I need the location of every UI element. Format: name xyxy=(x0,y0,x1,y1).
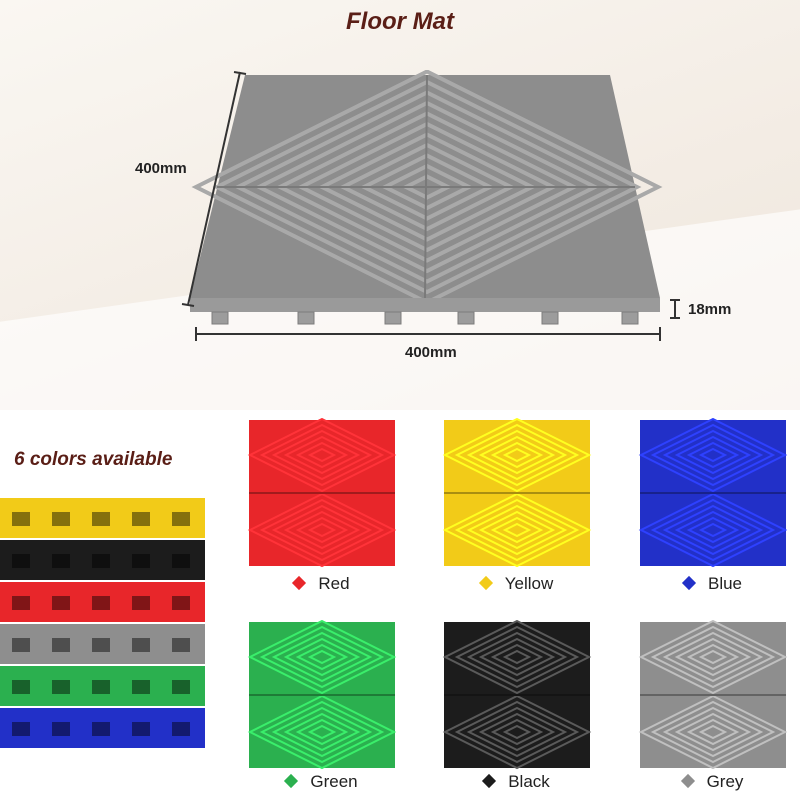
stack-notch xyxy=(92,722,110,736)
stack-notch xyxy=(12,638,30,652)
swatch-label-green: Green xyxy=(247,772,397,792)
swatch-label-grey: Grey xyxy=(638,772,788,792)
stack-notch xyxy=(12,722,30,736)
stack-notch xyxy=(172,512,190,526)
stack-notch xyxy=(12,512,30,526)
width-label: 400mm xyxy=(135,160,187,177)
color-name: Blue xyxy=(707,574,743,593)
diamond-icon xyxy=(478,575,493,591)
floor-mat-image xyxy=(190,70,663,325)
swatch-green xyxy=(247,620,397,770)
color-name: Green xyxy=(310,772,358,791)
color-name: Yellow xyxy=(504,574,554,593)
stack-notch xyxy=(52,680,70,694)
length-label: 400mm xyxy=(405,344,457,361)
stack-notch xyxy=(92,596,110,610)
swatch-red xyxy=(247,418,397,568)
stack-notch xyxy=(92,680,110,694)
swatch-grey xyxy=(638,620,788,770)
thickness-label: 18mm xyxy=(688,301,732,318)
page-title: Floor Mat xyxy=(346,8,454,35)
stack-notch xyxy=(92,638,110,652)
swatch-yellow xyxy=(442,418,592,568)
stack-notch xyxy=(172,722,190,736)
swatch-label-yellow: Yellow xyxy=(442,574,592,594)
stack-notch xyxy=(172,596,190,610)
stack-notch xyxy=(92,554,110,568)
stack-notch xyxy=(12,680,30,694)
stack-notch xyxy=(172,554,190,568)
stacked-mats-image xyxy=(0,498,205,748)
stack-notch xyxy=(12,554,30,568)
stack-notch xyxy=(172,680,190,694)
diamond-icon xyxy=(284,773,299,789)
diamond-icon xyxy=(292,575,307,591)
color-name: Grey xyxy=(706,772,744,791)
colors-heading: 6 colors available xyxy=(14,449,173,470)
stack-notch xyxy=(132,638,150,652)
stack-notch xyxy=(132,722,150,736)
diamond-icon xyxy=(482,773,497,789)
diamond-icon xyxy=(681,575,697,591)
stack-notch xyxy=(172,638,190,652)
stack-notch xyxy=(132,554,150,568)
stack-notch xyxy=(52,638,70,652)
stack-notch xyxy=(52,512,70,526)
color-name: Red xyxy=(318,574,350,593)
swatch-label-red: Red xyxy=(247,574,397,594)
stack-notch xyxy=(12,596,30,610)
swatch-label-blue: Blue xyxy=(638,574,788,594)
color-name: Black xyxy=(508,772,550,791)
stack-notch xyxy=(52,554,70,568)
swatch-blue xyxy=(638,418,788,568)
stack-notch xyxy=(132,680,150,694)
stack-notch xyxy=(52,596,70,610)
stack-notch xyxy=(132,512,150,526)
diamond-icon xyxy=(680,773,695,789)
swatch-black xyxy=(442,620,592,770)
stack-notch xyxy=(52,722,70,736)
stack-notch xyxy=(132,596,150,610)
stack-notch xyxy=(92,512,110,526)
swatch-label-black: Black xyxy=(442,772,592,792)
